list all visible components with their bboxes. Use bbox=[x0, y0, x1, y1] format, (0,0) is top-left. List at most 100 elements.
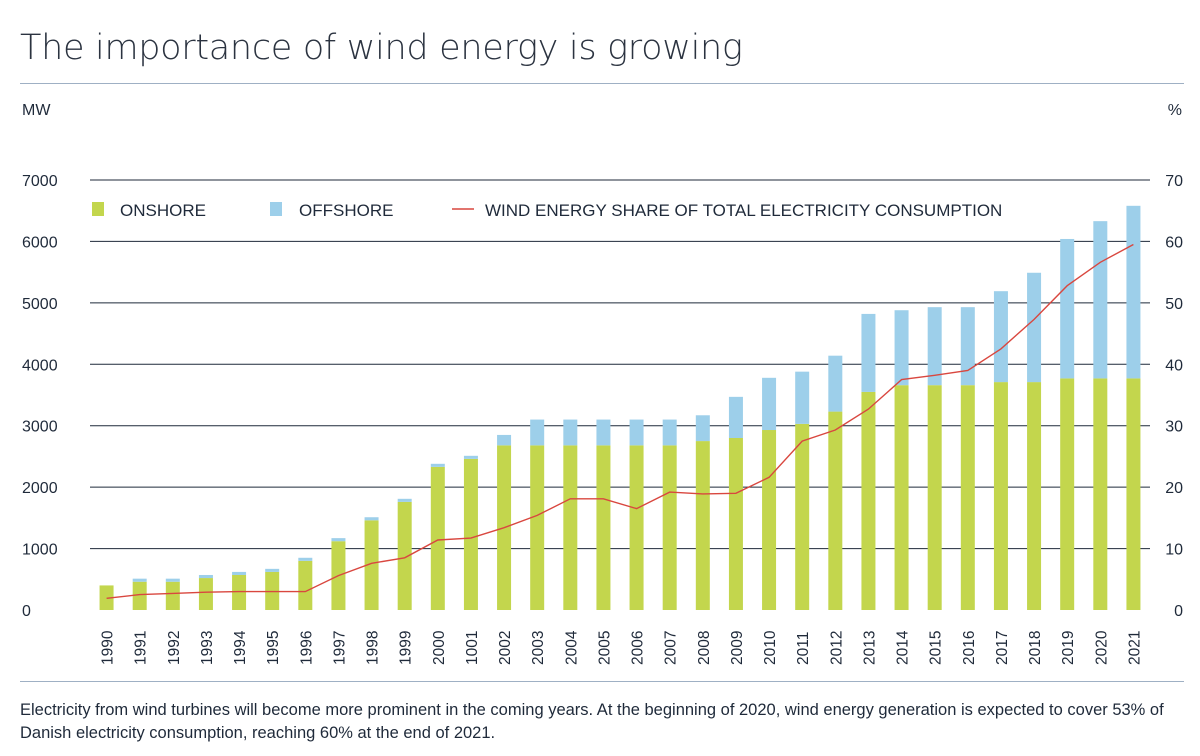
x-tick-label: 2007 bbox=[663, 631, 680, 665]
bar-offshore bbox=[1060, 238, 1075, 379]
bar-offshore bbox=[795, 371, 810, 424]
x-tick-label: 2021 bbox=[1126, 631, 1143, 665]
x-tick-label: 2013 bbox=[861, 631, 878, 665]
bar-offshore bbox=[563, 419, 578, 446]
bar-onshore bbox=[1126, 378, 1141, 610]
bar-offshore bbox=[265, 568, 280, 572]
legend-swatch-onshore bbox=[92, 202, 104, 216]
bar-offshore bbox=[927, 307, 942, 386]
bar-offshore bbox=[165, 578, 180, 582]
bar-offshore bbox=[828, 355, 843, 412]
bar-offshore bbox=[232, 571, 247, 575]
bar-onshore bbox=[430, 466, 445, 610]
title-divider bbox=[20, 83, 1184, 84]
x-axis-labels: 1990 1991 1992 1993 1994 1995 1996 1997 1998 1999… bbox=[100, 630, 1144, 665]
legend-swatch-offshore bbox=[270, 202, 282, 216]
x-tick-label: 2006 bbox=[630, 631, 647, 665]
bar-onshore bbox=[795, 423, 810, 610]
bar-onshore bbox=[596, 445, 611, 610]
right-tick-label: 70 bbox=[1165, 173, 1183, 190]
chart-title: The importance of wind energy is growing bbox=[20, 28, 743, 68]
bar-onshore bbox=[165, 581, 180, 610]
bar-onshore bbox=[629, 445, 644, 610]
bar-offshore bbox=[331, 538, 346, 542]
bar-onshore bbox=[530, 445, 545, 610]
bar-offshore bbox=[629, 419, 644, 446]
x-tick-label: 2011 bbox=[795, 632, 812, 665]
gridlines bbox=[90, 179, 1150, 550]
x-tick-label: 2008 bbox=[696, 631, 713, 665]
bar-offshore bbox=[298, 557, 313, 561]
x-tick-label: 2012 bbox=[828, 631, 845, 665]
bar-offshore bbox=[430, 463, 445, 467]
bar-onshore bbox=[1093, 378, 1108, 610]
legend-label-offshore: OFFSHORE bbox=[299, 201, 393, 220]
right-tick-label: 20 bbox=[1165, 480, 1183, 497]
bar-offshore bbox=[397, 498, 412, 502]
left-axis-ticks: 0 1000 2000 3000 4000 5000 6000 7000 bbox=[22, 173, 58, 620]
right-axis-unit: % bbox=[1167, 102, 1182, 119]
x-tick-label: 2014 bbox=[895, 630, 912, 665]
x-tick-label: 2003 bbox=[530, 631, 547, 665]
bar-onshore bbox=[1060, 378, 1075, 610]
bar-onshore bbox=[861, 391, 876, 610]
x-tick-label: 2016 bbox=[961, 631, 978, 665]
bar-offshore bbox=[861, 313, 876, 392]
caption-divider bbox=[20, 681, 1184, 682]
x-tick-label: 2002 bbox=[497, 631, 514, 665]
x-tick-label: 2009 bbox=[729, 631, 746, 665]
bar-offshore bbox=[894, 310, 909, 386]
x-tick-label: 2010 bbox=[762, 630, 779, 665]
legend: ONSHORE OFFSHORE WIND ENERGY SHARE OF TOTA… bbox=[92, 201, 1002, 220]
left-tick-label: 1000 bbox=[22, 542, 58, 559]
left-tick-label: 7000 bbox=[22, 173, 58, 190]
left-tick-label: 2000 bbox=[22, 480, 58, 497]
right-tick-label: 0 bbox=[1174, 603, 1183, 620]
left-axis-unit: MW bbox=[22, 102, 51, 119]
x-tick-label: 2005 bbox=[596, 631, 613, 665]
x-tick-label: 2015 bbox=[928, 631, 945, 665]
right-tick-label: 10 bbox=[1165, 542, 1183, 559]
bar-onshore bbox=[563, 445, 578, 610]
bar-offshore bbox=[1093, 221, 1108, 379]
bar-onshore bbox=[960, 385, 975, 610]
bar-offshore bbox=[364, 517, 379, 521]
bar-offshore bbox=[463, 455, 478, 459]
bar-onshore bbox=[662, 445, 677, 610]
right-axis-ticks: 0 10 20 30 40 50 60 70 bbox=[1165, 173, 1183, 620]
bar-offshore bbox=[762, 377, 777, 431]
legend-label-share: WIND ENERGY SHARE OF TOTAL ELECTRICITY C… bbox=[485, 201, 1002, 220]
bar-onshore bbox=[762, 430, 777, 610]
bar-onshore bbox=[397, 501, 412, 610]
bar-onshore bbox=[927, 385, 942, 610]
x-tick-label: 2017 bbox=[994, 631, 1011, 665]
legend-label-onshore: ONSHORE bbox=[120, 201, 206, 220]
bar-offshore bbox=[132, 578, 147, 582]
bar-offshore bbox=[993, 291, 1008, 383]
right-tick-label: 30 bbox=[1165, 419, 1183, 436]
x-tick-label: 2020 bbox=[1093, 630, 1110, 665]
bar-offshore bbox=[497, 434, 512, 446]
bar-onshore bbox=[463, 458, 478, 610]
bar-offshore bbox=[728, 396, 743, 438]
bar-offshore bbox=[960, 307, 975, 386]
right-tick-label: 60 bbox=[1165, 234, 1183, 251]
x-tick-label: 2004 bbox=[563, 630, 580, 665]
bar-onshore bbox=[728, 438, 743, 610]
left-tick-label: 0 bbox=[22, 603, 31, 620]
x-tick-label: 1994 bbox=[232, 630, 249, 665]
bar-offshore bbox=[695, 415, 710, 442]
bar-onshore bbox=[198, 578, 213, 610]
x-tick-label: 1999 bbox=[398, 631, 415, 665]
bar-onshore bbox=[132, 581, 147, 610]
bar-offshore bbox=[530, 419, 545, 446]
x-tick-label: 1990 bbox=[100, 630, 117, 665]
x-tick-label: 1992 bbox=[166, 631, 183, 665]
share-line-path bbox=[106, 243, 1134, 599]
left-tick-label: 4000 bbox=[22, 357, 58, 374]
bar-offshore bbox=[198, 574, 213, 579]
bar-offshore bbox=[1126, 205, 1141, 379]
x-tick-label: 1996 bbox=[298, 631, 315, 665]
bar-offshore bbox=[596, 419, 611, 446]
x-tick-label: 1998 bbox=[365, 631, 382, 665]
